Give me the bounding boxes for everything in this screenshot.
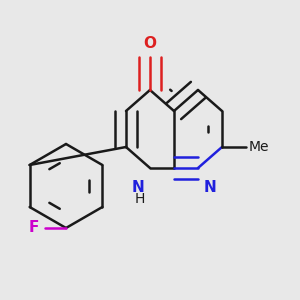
Text: N: N (204, 180, 217, 195)
Text: F: F (28, 220, 39, 236)
Text: N: N (131, 180, 144, 195)
Text: H: H (135, 192, 146, 206)
Text: Me: Me (249, 140, 269, 154)
Text: O: O (143, 36, 157, 51)
